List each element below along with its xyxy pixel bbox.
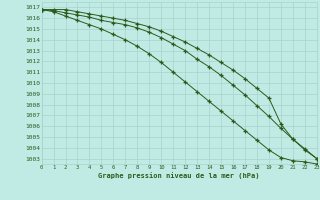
X-axis label: Graphe pression niveau de la mer (hPa): Graphe pression niveau de la mer (hPa)	[99, 172, 260, 179]
